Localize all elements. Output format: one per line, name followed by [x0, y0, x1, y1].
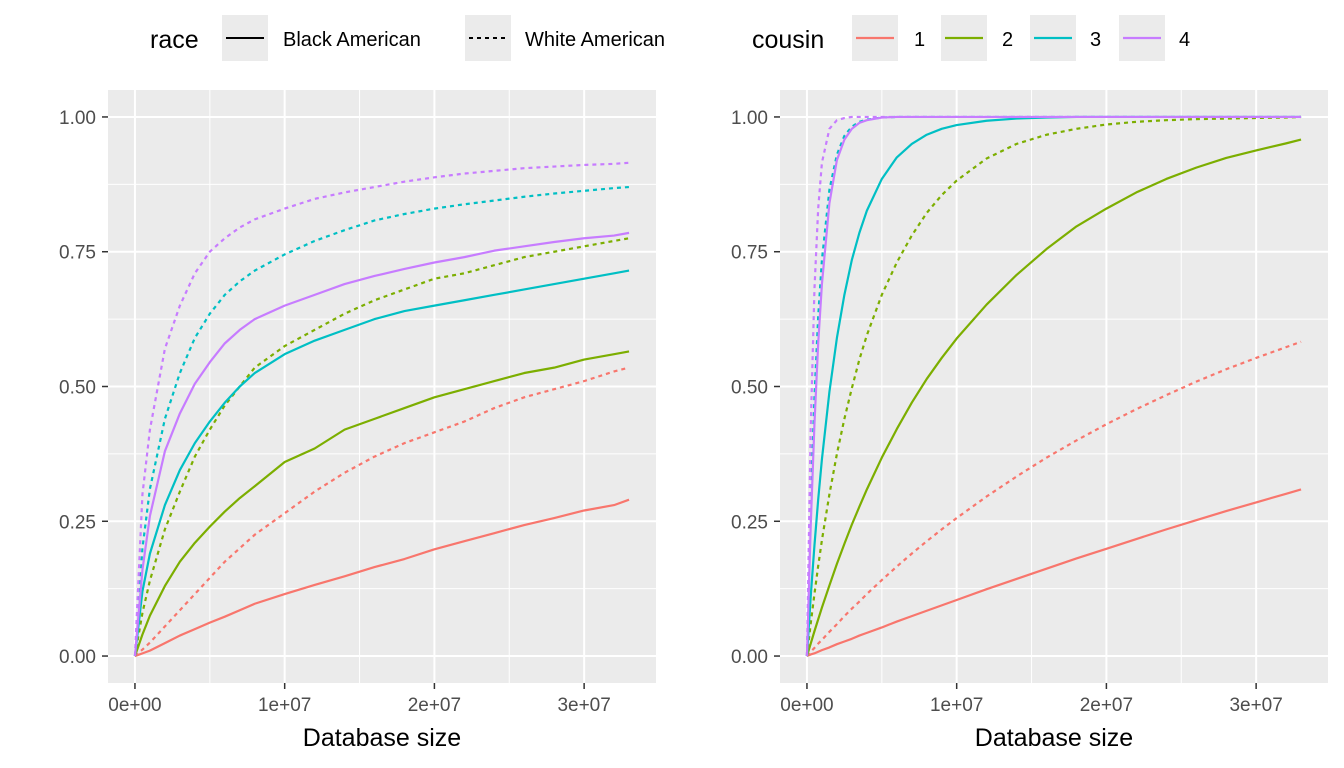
legend-cousin-title: cousin: [752, 26, 824, 54]
legend-race-title: race: [150, 26, 199, 54]
x-tick-label: 1e+07: [930, 695, 983, 716]
series-line-cousin-4-black: [805, 115, 1302, 657]
series-line-cousin-4-black: [133, 231, 630, 657]
series-line-cousin-3-black: [133, 269, 630, 657]
legend-race-item-black: Black American: [222, 15, 421, 61]
panel-left-x-ticks: 0e+00 1e+07 2e+07 3e+07: [108, 683, 611, 716]
y-tick-label: 0.00: [731, 647, 768, 668]
legend: race Black American White American cousi…: [150, 15, 1190, 61]
y-tick-label: 0.75: [731, 243, 768, 264]
y-tick-label: 0.50: [59, 378, 96, 399]
y-tick-label: 0.25: [731, 512, 768, 533]
legend-race-item-white: White American: [465, 15, 665, 61]
y-tick-label: 0.00: [59, 647, 96, 668]
panel-right-x-axis-title: Database size: [975, 724, 1133, 752]
x-tick-label: 2e+07: [1080, 695, 1133, 716]
panel-right-y-ticks: 0.00 0.25 0.50 0.75 1.00: [731, 108, 780, 668]
panel-right-x-ticks: 0e+00 1e+07 2e+07 3e+07: [780, 683, 1283, 716]
series-line-cousin-2-black: [133, 350, 630, 657]
legend-cousin-item-1: 1: [852, 15, 925, 61]
panel-left-y-ticks: 0.00 0.25 0.50 0.75 1.00: [59, 108, 108, 668]
series-line-cousin-3-white: [133, 185, 630, 657]
legend-cousin-label-2: 2: [1002, 29, 1013, 51]
series-line-cousin-1-white: [134, 366, 630, 657]
legend-race-label-black: Black American: [283, 29, 421, 51]
x-tick-label: 0e+00: [780, 695, 833, 716]
panel-left-x-axis-title: Database size: [303, 724, 461, 752]
x-tick-label: 3e+07: [557, 695, 610, 716]
legend-cousin-label-4: 4: [1179, 29, 1190, 51]
series-line-cousin-4-white: [133, 161, 630, 657]
y-tick-label: 1.00: [731, 108, 768, 129]
legend-cousin-item-4: 4: [1119, 15, 1190, 61]
series-line-cousin-1-black: [134, 498, 630, 658]
panel-right: 0.00 0.25 0.50 0.75 1.00 0e+00 1e+07 2e+07 3e+0…: [731, 90, 1328, 752]
panel-left: 0.00 0.25 0.50 0.75 1.00 0e+00 1e+07 2e+07 3e+0…: [59, 90, 656, 752]
x-tick-label: 0e+00: [108, 695, 161, 716]
y-tick-label: 0.75: [59, 243, 96, 264]
series-line-cousin-2-black: [805, 138, 1302, 657]
series-line-cousin-2-white: [133, 237, 630, 657]
panel-right-series: [805, 115, 1302, 658]
legend-cousin-item-2: 2: [941, 15, 1013, 61]
x-tick-label: 1e+07: [258, 695, 311, 716]
x-tick-label: 2e+07: [408, 695, 461, 716]
y-tick-label: 0.50: [731, 378, 768, 399]
legend-cousin-label-1: 1: [914, 29, 925, 51]
series-line-cousin-1-white: [806, 340, 1302, 657]
series-line-cousin-1-black: [806, 488, 1302, 658]
panel-left-series: [133, 161, 630, 658]
series-line-cousin-2-white: [805, 115, 1302, 657]
legend-race-label-white: White American: [525, 29, 665, 51]
y-tick-label: 1.00: [59, 108, 96, 129]
legend-cousin-item-3: 3: [1030, 15, 1101, 61]
y-tick-label: 0.25: [59, 512, 96, 533]
x-tick-label: 3e+07: [1229, 695, 1282, 716]
panel-left-grid: [108, 90, 656, 683]
legend-cousin-label-3: 3: [1090, 29, 1101, 51]
